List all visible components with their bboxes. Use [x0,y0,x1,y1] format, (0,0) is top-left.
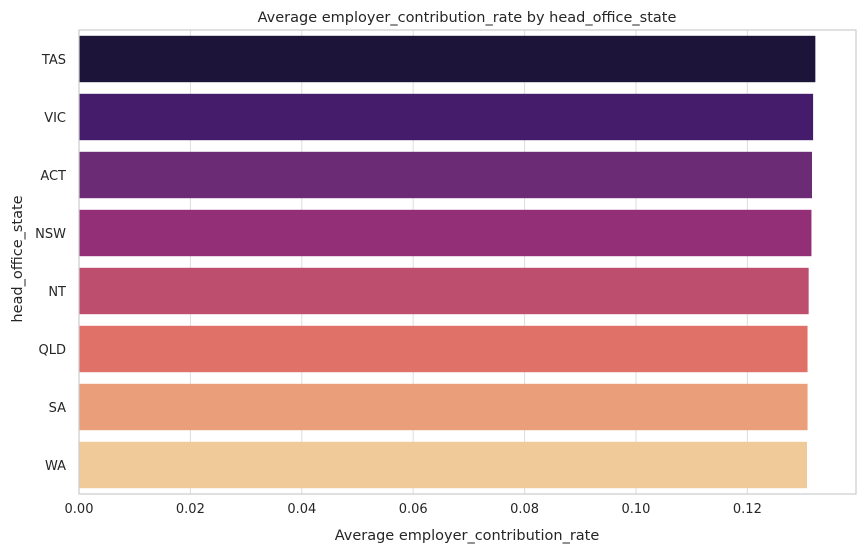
x-tick-label: 0.04 [287,502,316,517]
x-tick-label: 0.08 [510,502,539,517]
plot-frame [78,29,857,495]
x-tick-labels: 0.00 0.02 0.04 0.06 0.08 0.10 0.12 [65,502,762,517]
y-tick-label: WA [45,459,66,474]
y-tick-label: VIC [44,111,66,126]
bar-sa [79,383,808,431]
y-tick-label: NSW [35,227,66,242]
bars [79,35,816,489]
y-tick-label: QLD [39,343,67,358]
bar-vic [79,93,814,141]
x-tick-label: 0.00 [65,502,94,517]
x-tick-label: 0.02 [176,502,205,517]
x-tick-label: 0.12 [733,502,762,517]
y-tick-label: NT [48,285,66,300]
bar-nt [79,267,809,315]
y-tick-label: TAS [41,53,66,68]
chart-title: Average employer_contribution_rate by he… [258,10,677,26]
x-axis-label: Average employer_contribution_rate [335,528,600,544]
bar-nsw [79,209,812,257]
bar-act [79,151,812,199]
x-tick-label: 0.06 [399,502,428,517]
y-tick-label: ACT [40,169,66,184]
y-tick-label: SA [49,401,66,416]
bar-tas [79,35,816,83]
y-tick-labels: TAS VIC ACT NSW NT QLD SA WA [35,53,66,474]
bar-qld [79,325,808,373]
y-axis-label: head_office_state [10,195,26,322]
x-tick-label: 0.10 [622,502,651,517]
bar-wa [79,441,807,489]
